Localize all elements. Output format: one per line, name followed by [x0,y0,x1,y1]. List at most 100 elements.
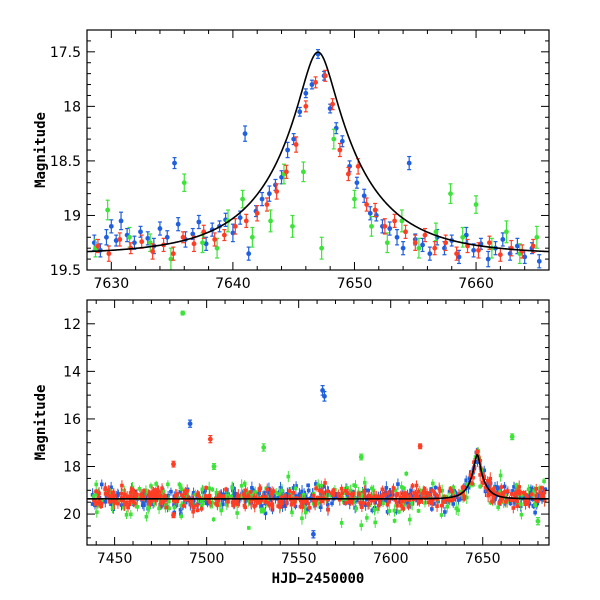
data-point-bg-645 [339,517,344,528]
data-point-bg-790 [133,499,137,508]
data-point-bg-1013 [490,498,494,505]
data-point-series1-25 [345,166,351,182]
data-point-bg-1035 [488,472,493,486]
data-point-series0-18 [203,236,209,251]
data-point-series1-29 [382,218,388,235]
data-point-bg-908 [94,488,98,494]
data-point-series0-43 [361,188,367,203]
data-point-bg-583 [144,485,148,496]
data-point-series2-1 [105,199,111,221]
data-point-series0-39 [333,122,339,135]
data-point-bg-675 [365,513,369,523]
data-point-bg-822 [369,496,374,506]
data-point-bg-915 [410,482,415,489]
data-point-bg-996 [270,502,275,512]
data-point-bg-407 [443,507,447,517]
data-point-series2-27 [504,220,509,244]
data-point-bg-1032 [127,499,132,510]
data-point-bg-400 [433,485,438,490]
data-point-bg-46 [366,488,371,493]
data-point-bg-1022 [336,493,341,498]
data-point-bg-856 [314,485,318,492]
data-point-series2-25 [473,195,479,214]
data-point-series1-40 [497,247,503,262]
x-tick-label: 7450 [97,551,133,567]
data-point-bg-1027 [323,478,327,488]
data-point-bg-660 [431,479,435,488]
data-point-bg-727 [386,490,391,496]
outlier-point-10 [358,453,364,461]
data-point-series1-15 [254,205,260,222]
data-point-bg-1038 [470,480,474,487]
data-point-series0-68 [536,254,542,269]
data-point-bg-739 [448,486,453,492]
data-point-series2-24 [460,226,466,248]
data-point-bg-1096 [142,488,146,494]
data-point-bg-1068 [442,494,447,504]
data-point-bg-1080 [226,495,230,508]
data-point-series1-35 [443,234,449,251]
data-point-series2-5 [181,173,187,193]
data-point-bg-641 [154,480,158,488]
data-point-bg-555 [172,504,177,510]
data-point-series1-30 [392,213,397,229]
data-point-bg-788 [461,483,466,492]
data-point-bg-376 [495,481,500,494]
data-point-bg-490 [542,477,546,485]
data-point-bg-677 [179,500,184,511]
data-point-bg-745 [195,508,200,513]
data-point-bg-226 [109,481,113,493]
x-tick-label: 7630 [93,276,129,292]
data-point-series1-1 [106,245,112,262]
data-point-series0-30 [279,170,284,185]
data-point-bg-1007 [199,505,204,512]
data-point-bg-1084 [276,503,280,509]
data-point-bg-563 [239,490,244,502]
y-tick-label: 18 [63,99,81,115]
data-point-bg-1093 [399,500,403,511]
data-point-bg-414 [318,502,323,512]
data-point-bg-1043 [242,502,247,509]
y-tick-label: 20 [63,507,81,523]
data-point-bg-1021 [307,503,312,513]
data-point-bg-502 [239,479,244,493]
data-point-bg-840 [515,504,520,509]
data-point-series2-23 [448,183,453,205]
data-point-bg-636 [290,507,294,517]
data-point-bg-576 [242,480,247,487]
data-point-bg-469 [144,512,149,522]
data-point-series0-49 [400,241,406,256]
data-point-series0-25 [246,246,252,261]
y-tick-label: 16 [63,412,81,428]
data-point-series2-16 [331,128,337,150]
data-point-bg-792 [248,490,253,494]
data-point-bg-266 [533,509,537,516]
data-point-series0-17 [196,214,202,230]
outlier-point-0 [180,310,186,316]
data-point-bg-767 [430,488,434,493]
data-point-bg-945 [221,494,226,499]
plot-frame [86,29,550,271]
data-point-bg-993 [404,490,409,499]
data-point-bg-924 [293,496,297,508]
data-point-bg-1052 [203,489,208,503]
data-point-bg-777 [181,503,186,509]
data-point-bg-1099 [162,494,167,502]
data-point-series0-2 [104,229,109,246]
data-point-bg-1065 [204,485,208,491]
data-point-series0-36 [315,49,321,59]
data-point-bg-919 [462,491,467,502]
data-point-bg-486 [440,484,444,497]
data-point-series1-2 [117,232,123,247]
data-point-bg-530 [381,499,385,508]
data-point-bg-1063 [149,496,153,507]
data-point-bg-1085 [395,491,400,497]
data-point-bg-550 [526,484,531,495]
data-point-bg-1055 [414,491,419,500]
outlier-point-14 [171,512,176,519]
plot-area [87,310,549,539]
data-point-series0-12 [164,230,170,245]
y-tick-label: 18 [63,460,81,476]
data-point-bg-798 [298,503,303,510]
